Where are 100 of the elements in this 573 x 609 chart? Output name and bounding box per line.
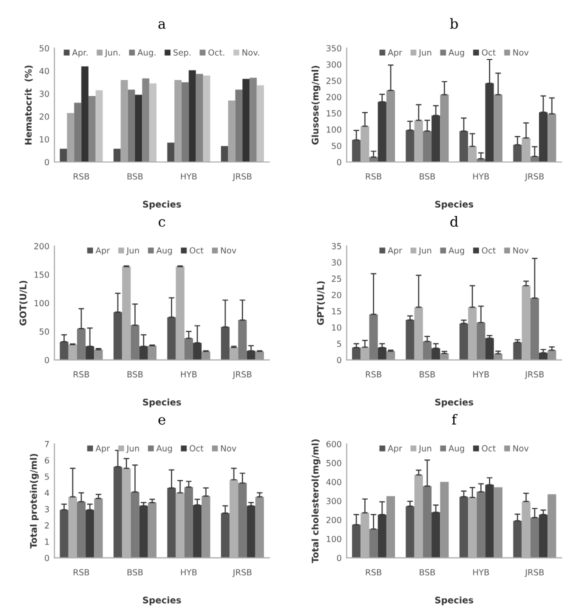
y-tick-label: 0 <box>44 158 50 166</box>
y-tick-label: 100 <box>326 536 342 542</box>
x-axis-title: Species <box>435 200 474 210</box>
legend-label: Aug <box>156 445 172 454</box>
chart-title: b <box>450 18 458 29</box>
x-axis-title: Species <box>435 398 474 408</box>
legend-label: Jun <box>418 247 432 256</box>
x-tick-label: RSB <box>74 173 90 180</box>
legend-label: Oct <box>482 247 496 254</box>
x-tick-label: HYB <box>473 569 489 576</box>
legend-label: Oct <box>190 247 204 254</box>
x-axis-title: Species <box>143 398 181 408</box>
x-tick-label: JRSB <box>524 173 544 182</box>
y-tick-label: 5 <box>44 474 49 480</box>
y-tick-label: 4 <box>44 490 50 496</box>
legend-label: Aug. <box>137 49 156 58</box>
x-tick-label: BSB <box>128 371 143 378</box>
y-tick-label: 150 <box>34 271 50 278</box>
y-tick-label: 350 <box>326 45 342 52</box>
x-axis-title: Species <box>143 596 181 606</box>
x-axis-title: Species <box>143 200 181 210</box>
y-axis-title: GPT(U/L) <box>316 281 325 325</box>
y-tick-label: 200 <box>326 516 342 524</box>
legend-label: Apr <box>96 445 110 454</box>
y-tick-label: 50 <box>40 45 50 52</box>
x-tick-label: RSB <box>74 569 90 576</box>
y-tick-label: 300 <box>326 61 342 68</box>
y-tick-label: 25 <box>332 276 342 282</box>
legend-label: Jun <box>126 247 139 256</box>
y-tick-label: 0 <box>337 158 342 166</box>
x-tick-label: HYB <box>181 569 197 576</box>
legend-label: Nov <box>513 445 529 452</box>
x-tick-label: BSB <box>128 569 143 576</box>
y-tick-label: 0 <box>337 356 342 364</box>
x-axis-title: Species <box>435 596 474 606</box>
legend-label: Oct <box>190 445 204 452</box>
x-tick-label: RSB <box>366 569 382 576</box>
legend-label: Aug <box>448 445 464 454</box>
y-tick-label: 20 <box>332 292 342 298</box>
y-tick-label: 500 <box>326 460 342 466</box>
y-tick-label: 10 <box>40 136 50 142</box>
y-tick-label: 0 <box>44 356 50 364</box>
y-tick-label: 35 <box>332 243 342 250</box>
y-tick-label: 100 <box>34 300 50 306</box>
y-tick-label: 150 <box>326 110 342 116</box>
y-tick-label: 50 <box>40 328 50 335</box>
y-tick-label: 600 <box>326 440 342 448</box>
x-tick-label: HYB <box>181 371 197 378</box>
y-axis-title: Total protein(g/ml) <box>30 454 39 549</box>
x-tick-label: JRSB <box>232 371 252 380</box>
y-tick-label: 50 <box>332 142 342 150</box>
y-tick-label: 40 <box>39 68 50 74</box>
x-tick-label: BSB <box>128 173 143 180</box>
legend-label: Apr <box>388 445 402 454</box>
chart-title: d <box>450 216 458 227</box>
y-tick-label: 250 <box>326 78 342 84</box>
x-tick-label: BSB <box>420 173 435 180</box>
y-tick-label: 3 <box>44 506 49 512</box>
y-tick-label: 10 <box>332 324 342 331</box>
chart-title: f <box>452 414 458 425</box>
y-tick-label: 6 <box>44 457 50 464</box>
legend-label: Nov. <box>242 49 260 56</box>
y-tick-label: 2 <box>44 522 49 528</box>
y-tick-label: 200 <box>326 94 342 100</box>
chart-title: c <box>158 219 166 227</box>
legend-label: Aug <box>156 247 172 256</box>
legend-label: Nov <box>513 49 529 56</box>
y-tick-label: 30 <box>40 90 50 97</box>
legend-label: Apr. <box>72 49 88 58</box>
x-tick-label: JRSB <box>524 371 544 380</box>
x-tick-label: JRSB <box>232 569 252 577</box>
y-tick-label: 20 <box>40 113 50 120</box>
y-axis-title: Hematocrit (%) <box>24 66 33 144</box>
legend-label: Oct. <box>208 49 224 56</box>
legend-label: Jun <box>418 49 432 58</box>
y-tick-label: 400 <box>326 478 342 486</box>
x-tick-label: RSB <box>366 173 382 180</box>
chart-title: a <box>158 21 166 29</box>
y-tick-label: 1 <box>45 538 49 545</box>
y-tick-label: 7 <box>44 441 49 448</box>
y-tick-label: 15 <box>332 308 342 314</box>
x-tick-label: RSB <box>74 371 90 378</box>
legend-label: Apr <box>388 247 402 256</box>
y-tick-label: 100 <box>326 126 342 133</box>
x-tick-label: HYB <box>181 173 197 180</box>
x-tick-label: BSB <box>420 569 435 576</box>
y-tick-label: 200 <box>34 243 50 250</box>
legend-label: Nov <box>221 247 236 254</box>
y-tick-label: 5 <box>337 340 342 347</box>
legend-label: Apr <box>388 49 402 58</box>
y-tick-label: 0 <box>337 554 342 562</box>
x-tick-label: JRSB <box>524 569 544 577</box>
y-tick-label: 300 <box>326 498 342 504</box>
x-tick-label: BSB <box>420 371 435 378</box>
legend-label: Jun. <box>104 49 120 58</box>
legend-label: Apr <box>96 247 110 256</box>
y-axis-title: Glusose(mg/ml) <box>312 66 320 145</box>
x-tick-label: HYB <box>473 173 489 180</box>
x-tick-label: RSB <box>366 371 382 378</box>
legend-label: Oct <box>482 49 496 56</box>
